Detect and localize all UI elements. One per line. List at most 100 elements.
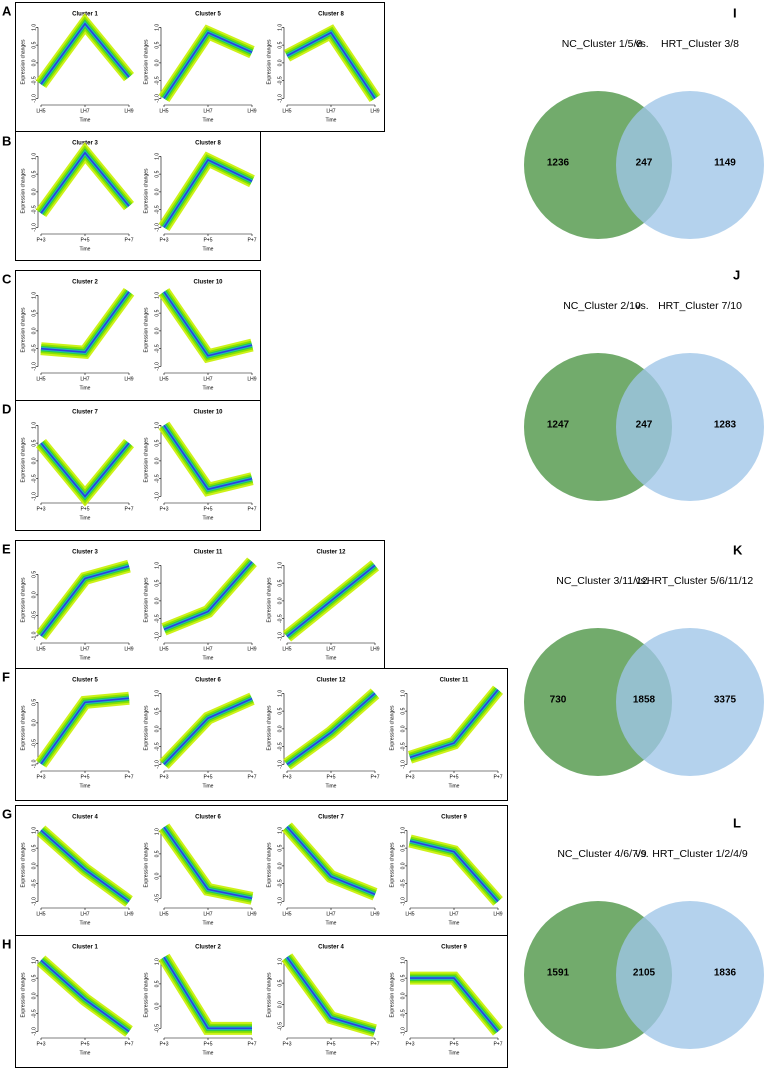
y-axis-title: Expression changes [20, 972, 26, 1018]
y-tick-label: 1.0 [154, 422, 160, 429]
cluster-band [410, 971, 504, 1036]
x-tick-label: P+3 [159, 506, 168, 512]
cluster-center-line [163, 826, 253, 900]
y-tick-label: 0.0 [31, 591, 37, 598]
y-tick-label: -0.5 [400, 1009, 406, 1018]
x-tick-label: LH5 [36, 646, 45, 652]
venn-title: NC_Cluster 3/11/12 [556, 575, 648, 587]
venn-count: 247 [636, 158, 653, 169]
plot-title: Cluster 6 [195, 678, 221, 684]
y-tick-label: -1.0 [154, 362, 160, 371]
y-axis-title: Expression changes [20, 705, 26, 751]
x-tick-label: P+5 [80, 237, 89, 243]
x-tick-label: LH7 [80, 646, 89, 652]
x-tick-label: P+5 [203, 1041, 212, 1047]
y-tick-label: 0.0 [277, 1001, 283, 1008]
cluster-center-line [286, 956, 376, 1032]
panel-label: B [2, 133, 11, 148]
y-tick-label: 0.0 [400, 862, 406, 869]
plot-title: Cluster 2 [72, 280, 98, 286]
venn-circle [616, 628, 764, 776]
x-tick-label: P+3 [159, 237, 168, 243]
y-tick-label: -0.5 [31, 879, 37, 888]
y-axis-title: Expression changes [20, 437, 26, 483]
y-tick-label: -1.0 [154, 760, 160, 769]
y-axis-title: Expression changes [20, 307, 26, 353]
x-tick-label: P+5 [80, 1041, 89, 1047]
y-tick-label: 0.5 [277, 979, 283, 986]
y-axis-title: Expression changes [143, 842, 149, 888]
x-tick-label: LH5 [282, 108, 291, 114]
cluster-band [160, 694, 254, 768]
x-tick-label: LH7 [203, 646, 212, 652]
y-tick-label: 0.5 [277, 707, 283, 714]
plot-title: Cluster 7 [318, 815, 344, 821]
y-tick-label: -1.0 [31, 631, 37, 640]
panel-label: A [2, 3, 12, 18]
x-tick-label: LH5 [36, 911, 45, 917]
x-tick-label: LH7 [80, 911, 89, 917]
y-tick-label: -0.5 [154, 894, 160, 903]
y-tick-label: 0.0 [400, 725, 406, 732]
y-tick-label: 1.0 [154, 828, 160, 835]
x-axis-title: Time [80, 1050, 91, 1056]
x-tick-label: P+3 [36, 1041, 45, 1047]
y-tick-label: 1.0 [400, 827, 406, 834]
panel-label: H [2, 936, 11, 951]
venn-title: vs. [635, 300, 648, 312]
panel-label: G [2, 806, 12, 821]
cluster-center-line [40, 22, 130, 85]
x-tick-label: P+3 [36, 237, 45, 243]
y-tick-label: 0.5 [277, 41, 283, 48]
y-tick-label: -0.5 [277, 76, 283, 85]
cluster-band [35, 438, 135, 507]
y-tick-label: -0.5 [31, 344, 37, 353]
x-axis-title: Time [326, 783, 337, 789]
x-tick-label: P+7 [370, 774, 379, 780]
y-tick-label: 1.0 [277, 562, 283, 569]
panel-label: K [733, 542, 743, 557]
plot-title: Cluster 9 [441, 945, 467, 951]
y-tick-label: 1.0 [277, 690, 283, 697]
plot-title: Cluster 4 [72, 815, 98, 821]
x-tick-label: P+3 [282, 774, 291, 780]
x-tick-label: LH9 [370, 911, 379, 917]
y-axis-title: Expression changes [143, 705, 149, 751]
x-tick-label: LH7 [449, 911, 458, 917]
x-axis-title: Time [203, 920, 214, 926]
x-tick-label: LH7 [80, 108, 89, 114]
y-tick-label: 0.0 [31, 992, 37, 999]
venn-title: NC_Cluster 2/10 [563, 300, 641, 312]
y-axis-title: Expression changes [266, 577, 272, 623]
x-tick-label: LH9 [493, 911, 502, 917]
y-tick-label: 1.0 [154, 153, 160, 160]
y-tick-label: 0.5 [154, 707, 160, 714]
venn-title: HRT_Cluster 5/6/11/12 [647, 575, 754, 587]
x-axis-title: Time [449, 783, 460, 789]
y-tick-label: -1.0 [277, 632, 283, 641]
plot-title: Cluster 4 [318, 945, 344, 951]
y-tick-label: 0.0 [277, 725, 283, 732]
y-tick-label: 0.5 [154, 170, 160, 177]
x-tick-label: P+7 [493, 774, 502, 780]
plot-title: Cluster 8 [195, 141, 221, 147]
panel-label: I [733, 5, 737, 20]
panel-label: D [2, 401, 11, 416]
x-tick-label: P+5 [80, 506, 89, 512]
y-tick-label: -1.0 [31, 492, 37, 501]
y-tick-label: -1.0 [277, 897, 283, 906]
y-tick-label: 1.0 [400, 957, 406, 964]
x-tick-label: P+5 [326, 774, 335, 780]
y-axis-title: Expression changes [266, 972, 272, 1018]
y-tick-label: 1.0 [31, 957, 37, 964]
plot-title: Cluster 2 [195, 945, 221, 951]
cluster-center-line [40, 697, 130, 765]
cluster-center-line [409, 840, 499, 902]
plot-title: Cluster 11 [194, 550, 223, 556]
y-tick-label: 0.5 [400, 974, 406, 981]
y-tick-label: -0.5 [400, 742, 406, 751]
cluster-center-line [163, 291, 253, 357]
y-axis-title: Expression changes [389, 842, 395, 888]
x-tick-label: P+3 [282, 1041, 291, 1047]
y-tick-label: -1.0 [31, 94, 37, 103]
